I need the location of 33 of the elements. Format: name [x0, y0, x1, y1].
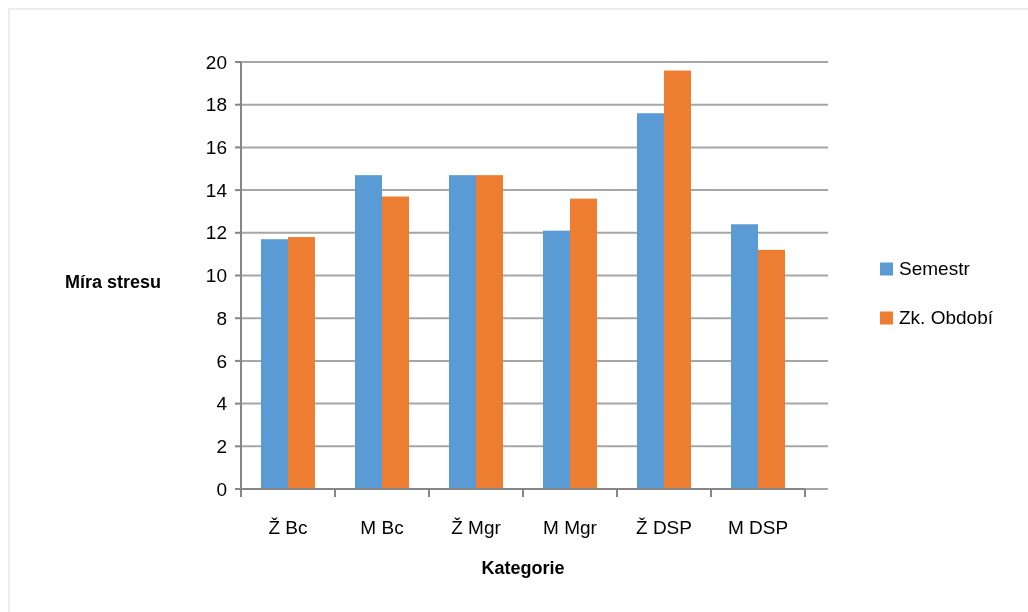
x-tick-label: Ž Mgr — [451, 516, 502, 538]
y-tick-label: 0 — [216, 478, 227, 500]
x-tick-label: M Bc — [360, 516, 404, 538]
y-tick-label: 18 — [205, 94, 227, 116]
x-tick-label: Ž Bc — [268, 516, 308, 538]
bar — [382, 196, 409, 489]
legend-label: Zk. Období — [899, 307, 994, 329]
y-tick-label: 14 — [205, 179, 228, 201]
x-tick-label: M DSP — [727, 516, 789, 538]
bar — [261, 239, 288, 489]
bar — [731, 224, 758, 489]
bar — [355, 175, 382, 489]
bar — [476, 175, 503, 489]
y-tick-label: 2 — [216, 435, 227, 457]
y-tick-label: 16 — [205, 137, 227, 159]
bar — [543, 230, 570, 489]
bar — [288, 237, 315, 489]
x-tick-label: Ž DSP — [636, 516, 692, 538]
bar — [664, 70, 691, 489]
bar — [637, 113, 664, 489]
y-tick-label: 20 — [205, 51, 227, 73]
legend-label: Semestr — [899, 258, 971, 280]
bar — [758, 249, 785, 489]
bar — [570, 198, 597, 489]
x-tick-label: M Mgr — [543, 516, 598, 538]
y-axis-title: Míra stresu — [64, 272, 162, 293]
y-tick-label: 6 — [216, 350, 227, 372]
y-tick-label: 12 — [205, 222, 227, 244]
bar — [449, 175, 476, 489]
y-tick-label: 4 — [216, 393, 228, 415]
x-axis-title: Kategorie — [481, 558, 565, 579]
y-tick-label: 8 — [216, 307, 227, 329]
y-tick-label: 10 — [205, 265, 227, 287]
